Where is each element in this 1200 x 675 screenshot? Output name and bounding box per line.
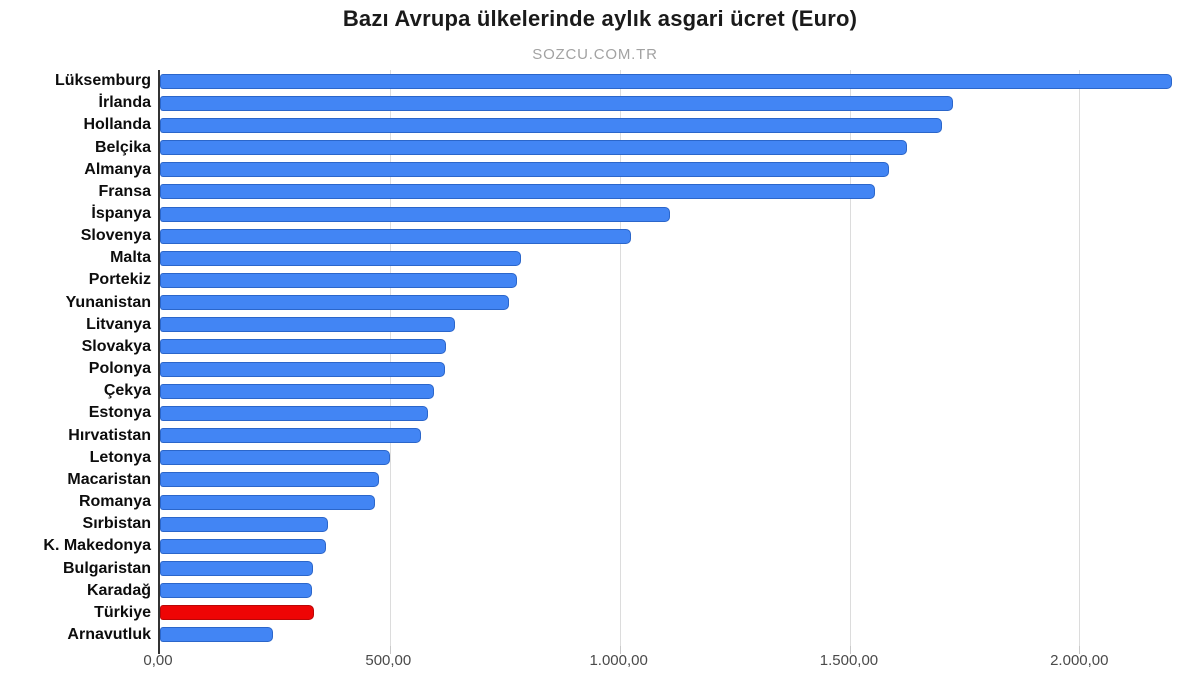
bar: [160, 383, 435, 399]
country-label: Lüksemburg: [54, 72, 151, 90]
bar-highlight: [160, 605, 314, 621]
bar: [160, 95, 953, 111]
bar-row: Slovenya: [81, 225, 1188, 247]
axis-tick-500: [389, 646, 391, 654]
bar-row: Slovakya: [82, 336, 1188, 358]
bar-row: Belçika: [95, 136, 1188, 158]
bar-row: Macaristan: [67, 469, 1188, 491]
bar: [160, 117, 943, 133]
bar-row: Letonya: [90, 447, 1188, 469]
bar-row: Türkiye: [94, 602, 1188, 624]
bar: [160, 538, 326, 554]
bar-row: Romanya: [79, 491, 1188, 513]
country-label: Fransa: [98, 182, 151, 200]
bar: [160, 140, 908, 156]
country-label: Romanya: [78, 493, 151, 511]
x-tick-label: 0,00: [143, 652, 173, 669]
bar-row: Polonya: [89, 358, 1188, 380]
country-label: Belçika: [94, 138, 151, 156]
bar: [160, 472, 379, 488]
bar-rows-container: Lüksemburg İrlanda Hollanda Belçika Almanya F…: [43, 70, 1188, 646]
country-label: Bulgaristan: [62, 559, 151, 577]
bar: [160, 73, 1173, 89]
axis-tick-0: [158, 646, 160, 654]
gridline-2000: [1079, 70, 1081, 646]
bar: [160, 428, 421, 444]
bar-row: Portekiz: [89, 269, 1188, 291]
bar-row: Hollanda: [83, 114, 1188, 136]
x-tick-label: 500,00: [365, 652, 412, 669]
bar-row: Karadağ: [87, 580, 1188, 602]
bar: [160, 228, 631, 244]
bar: [160, 162, 889, 178]
country-label: Almanya: [84, 160, 151, 178]
country-label: İrlanda: [98, 94, 151, 112]
chart-title: Bazı Avrupa ülkelerinde aylık asgari ücr…: [342, 6, 858, 31]
country-label: Hırvatistan: [68, 426, 151, 444]
bar-row: Estonya: [89, 402, 1188, 424]
country-label: K. Makedonya: [43, 537, 151, 555]
country-label: Yunanistan: [65, 293, 151, 311]
country-label: Slovakya: [81, 337, 151, 355]
bar-row: Fransa: [99, 181, 1188, 203]
plot-area: Lüksemburg İrlanda Hollanda Belçika Almanya F…: [43, 70, 1188, 654]
country-label: Malta: [110, 249, 151, 267]
bar: [160, 184, 875, 200]
axis-tick-2000: [1079, 646, 1081, 654]
country-label: Arnavutluk: [67, 625, 151, 643]
country-label: Estonya: [88, 404, 151, 422]
bar-row: Lüksemburg: [55, 70, 1188, 92]
bar-row: İrlanda: [99, 92, 1188, 114]
bar: [160, 317, 456, 333]
bar-row: Almanya: [84, 159, 1188, 181]
country-label: Macaristan: [67, 470, 151, 488]
country-label: Portekiz: [88, 271, 151, 289]
country-label: Hollanda: [83, 116, 151, 134]
bar: [160, 250, 521, 266]
x-tick-label: 2.000,00: [1050, 652, 1109, 669]
bar-row: Hırvatistan: [68, 425, 1188, 447]
country-label: Karadağ: [86, 581, 151, 599]
bar: [160, 405, 429, 421]
bar: [160, 206, 670, 222]
bar: [160, 583, 313, 599]
bar-row: Sırbistan: [83, 513, 1188, 535]
country-label: İspanya: [91, 205, 151, 223]
bar-row: Malta: [110, 247, 1188, 269]
country-label: Litvanya: [86, 315, 151, 333]
country-label: Sırbistan: [82, 515, 151, 533]
bar: [160, 627, 273, 643]
bar: [160, 450, 390, 466]
gridline-1500: [849, 70, 851, 646]
country-label: Çekya: [103, 382, 151, 400]
x-tick-label: 1.000,00: [589, 652, 648, 669]
axis-tick-1000: [619, 646, 621, 654]
chart-subtitle: SOZCU.COM.TR: [532, 46, 658, 63]
country-label: Türkiye: [94, 603, 151, 621]
axis-tick-1500: [849, 646, 851, 654]
bar: [160, 295, 509, 311]
bar: [160, 516, 329, 532]
country-label: Polonya: [88, 360, 151, 378]
bar-row: Arnavutluk: [67, 624, 1188, 646]
x-tick-label: 1.500,00: [819, 652, 879, 669]
bar: [160, 494, 375, 510]
bar-row: K. Makedonya: [43, 535, 1188, 557]
country-label: Slovenya: [80, 227, 151, 245]
gridline-500: [389, 70, 391, 646]
bar: [160, 561, 313, 577]
bar: [160, 272, 517, 288]
country-label: Letonya: [89, 448, 151, 466]
bar: [160, 361, 445, 377]
bar-row: Litvanya: [86, 314, 1188, 336]
gridline-1000: [619, 70, 621, 646]
x-axis: 0,00 500,00 1.000,00 1.500,00 2.000,00: [143, 652, 1188, 672]
bar-row: Bulgaristan: [63, 557, 1188, 579]
bar-row: Yunanistan: [66, 292, 1188, 314]
bar-row: İspanya: [91, 203, 1188, 225]
bar: [160, 339, 447, 355]
bar-row: Çekya: [104, 380, 1188, 402]
